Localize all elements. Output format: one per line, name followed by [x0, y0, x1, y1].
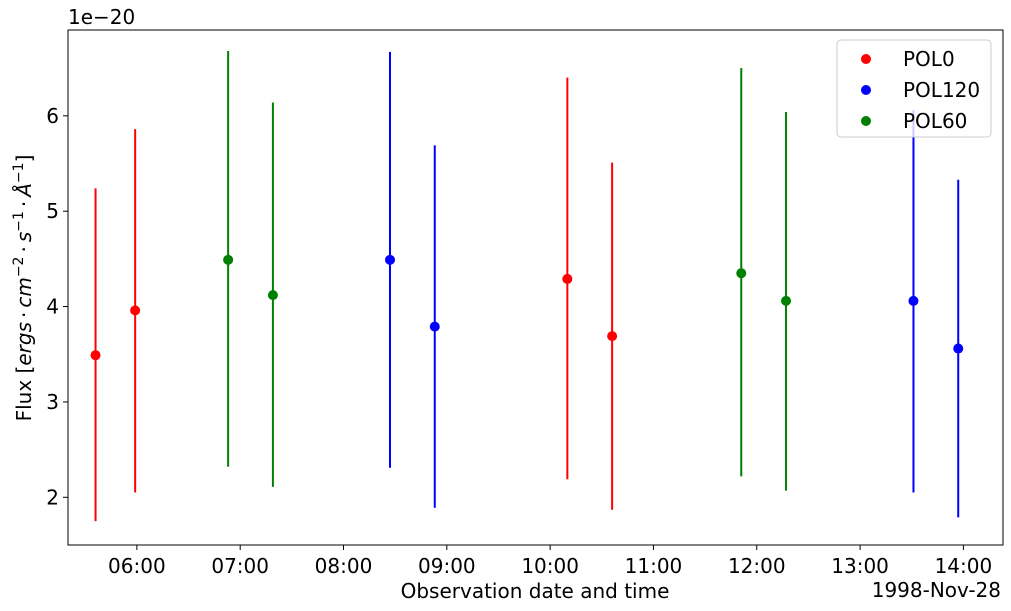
- x-tick-label: 13:00: [831, 554, 889, 578]
- y-axis-label-dot-2: ·: [12, 246, 36, 252]
- series-pol60: [223, 50, 792, 491]
- y-axis-label-dot-3: ·: [12, 201, 36, 207]
- legend: POL0 POL120 POL60: [836, 39, 992, 138]
- y-tick-label: 6: [46, 104, 59, 128]
- y-axis-ticks: 2 3 4 5 6: [46, 104, 68, 509]
- x-tick-label: 12:00: [728, 554, 786, 578]
- x-tick-label: 10:00: [521, 554, 579, 578]
- y-axis-label-s: s: [12, 232, 36, 242]
- y-axis-label-suffix: ]: [12, 155, 36, 163]
- legend-marker-pol120: [861, 85, 871, 95]
- x-tick-label: 07:00: [211, 554, 269, 578]
- y-axis-label-cm-exp: −2: [11, 257, 27, 278]
- y-axis-label-ergs: ergs: [12, 322, 36, 366]
- data-point: [781, 295, 792, 306]
- y-scale-note: 1e−20: [68, 5, 135, 29]
- x-tick-label: 14:00: [935, 554, 993, 578]
- data-point: [736, 268, 747, 279]
- legend-label-pol60: POL60: [903, 109, 967, 133]
- data-series: [90, 50, 964, 522]
- y-axis-label-angstrom-exp: −1: [11, 162, 27, 183]
- x-date-label: 1998-Nov-28: [872, 578, 1001, 602]
- data-point: [267, 290, 278, 301]
- x-axis-ticks: 06:00 07:00 08:00 09:00 10:00 11:00 12:00 13:00…: [108, 545, 992, 578]
- legend-marker-pol0: [861, 54, 871, 64]
- data-point: [130, 305, 141, 316]
- y-tick-label: 4: [46, 295, 59, 319]
- data-point: [607, 331, 618, 342]
- x-tick-label: 06:00: [108, 554, 166, 578]
- data-point: [562, 273, 573, 284]
- series-pol120: [384, 51, 964, 518]
- data-point: [90, 350, 101, 361]
- y-axis-label-dot-1: ·: [12, 312, 36, 318]
- x-tick-label: 08:00: [315, 554, 373, 578]
- legend-label-pol0: POL0: [903, 47, 955, 71]
- y-tick-label: 2: [46, 485, 59, 509]
- y-axis-label-cm: cm: [12, 277, 36, 307]
- y-axis-label-s-exp: −1: [11, 211, 27, 232]
- data-point: [384, 254, 395, 265]
- y-tick-label: 5: [46, 199, 59, 223]
- series-pol0: [90, 77, 618, 522]
- legend-box: [836, 39, 992, 138]
- y-axis-label-prefix: Flux [: [12, 366, 36, 422]
- data-point: [953, 343, 964, 354]
- y-axis-label: Flux [ergs·cm−2·s−1·Å−1]: [11, 155, 36, 422]
- data-point: [223, 254, 234, 265]
- y-tick-label: 3: [46, 390, 59, 414]
- x-tick-label: 11:00: [625, 554, 683, 578]
- y-axis-label-angstrom: Å: [12, 183, 36, 199]
- data-point: [429, 321, 440, 332]
- data-point: [908, 295, 919, 306]
- x-tick-label: 09:00: [418, 554, 476, 578]
- legend-marker-pol60: [861, 116, 871, 126]
- legend-label-pol120: POL120: [903, 78, 980, 102]
- x-axis-label: Observation date and time: [401, 579, 670, 603]
